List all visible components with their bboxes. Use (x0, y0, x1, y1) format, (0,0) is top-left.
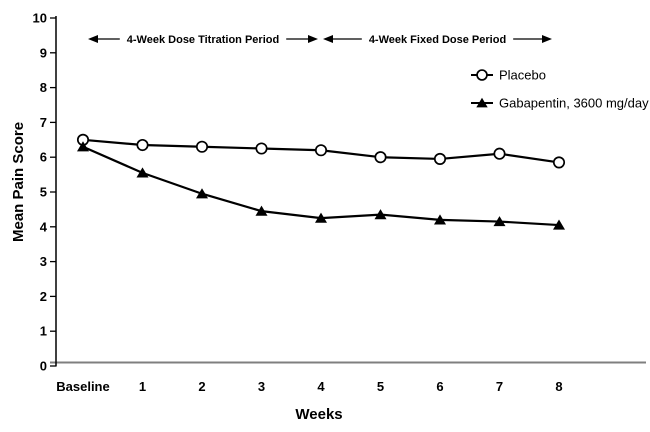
y-tick-label: 9 (40, 45, 47, 60)
y-tick-label: 7 (40, 115, 47, 130)
y-tick-label: 3 (40, 254, 47, 269)
annotation-label: 4-Week Dose Titration Period (127, 34, 279, 46)
marker-placebo-6 (433, 152, 447, 165)
x-tick-label-1: 1 (139, 379, 146, 394)
y-tick-label: 2 (40, 289, 47, 304)
left-arrowhead-icon (323, 35, 333, 43)
y-axis-title: Mean Pain Score (10, 121, 27, 242)
marker-gabapentin-3600-mg-day-2 (196, 188, 208, 199)
open-circle-icon (476, 69, 488, 81)
marker-placebo-3 (255, 142, 268, 155)
y-tick-label: 5 (40, 185, 47, 200)
series-gabapentin-3600-mg-day (77, 141, 565, 230)
marker-gabapentin-3600-mg-day-5 (374, 209, 387, 220)
marker-placebo-1 (136, 138, 149, 152)
y-tick-label: 4 (40, 219, 48, 234)
y-tick-label: 1 (40, 324, 47, 339)
marker-gabapentin-3600-mg-day-8 (553, 219, 565, 230)
legend: Placebo Gabapentin, 3600 mg/day (471, 68, 649, 111)
x-tick-label-5: 5 (377, 379, 384, 394)
marker-placebo-8 (552, 156, 566, 169)
x-tick-label-6: 6 (436, 379, 443, 394)
marker-placebo-7 (493, 147, 506, 160)
x-axis-title: Weeks (295, 406, 343, 423)
x-tick-label-baseline: Baseline (56, 379, 109, 394)
y-tick-label: 8 (40, 80, 47, 95)
marker-placebo-5 (374, 151, 387, 164)
x-tick-label-7: 7 (496, 379, 503, 394)
legend-label: Placebo (499, 68, 546, 83)
marker-gabapentin-3600-mg-day-4 (315, 212, 327, 223)
right-arrowhead-icon (542, 35, 552, 43)
marker-gabapentin-3600-mg-day-6 (434, 214, 446, 225)
y-tick-label: 0 (40, 359, 47, 374)
y-tick-label: 10 (33, 11, 47, 26)
legend-item-placebo: Placebo (471, 68, 546, 83)
filled-triangle-icon (476, 97, 488, 108)
marker-gabapentin-3600-mg-day-baseline (77, 141, 89, 152)
annotation-label: 4-Week Fixed Dose Period (369, 34, 506, 46)
right-arrowhead-icon (308, 35, 318, 43)
x-tick-label-2: 2 (198, 379, 205, 394)
x-tick-label-4: 4 (317, 379, 325, 394)
y-tick-label: 6 (40, 150, 47, 165)
x-tick-label-8: 8 (555, 379, 562, 394)
annotation-4-week-dose-titration-period: 4-Week Dose Titration Period (88, 34, 318, 46)
annotation-4-week-fixed-dose-period: 4-Week Fixed Dose Period (323, 34, 552, 46)
marker-placebo-2 (195, 140, 209, 153)
x-tick-label-3: 3 (258, 379, 265, 394)
marker-gabapentin-3600-mg-day-7 (493, 216, 506, 227)
marker-gabapentin-3600-mg-day-3 (255, 205, 268, 216)
marker-gabapentin-3600-mg-day-1 (136, 167, 149, 178)
marker-placebo-4 (314, 144, 328, 157)
legend-label: Gabapentin, 3600 mg/day (499, 96, 649, 111)
series-placebo (76, 133, 566, 169)
left-arrowhead-icon (88, 35, 98, 43)
legend-item-gabapentin-3600-mg-day: Gabapentin, 3600 mg/day (471, 96, 649, 111)
